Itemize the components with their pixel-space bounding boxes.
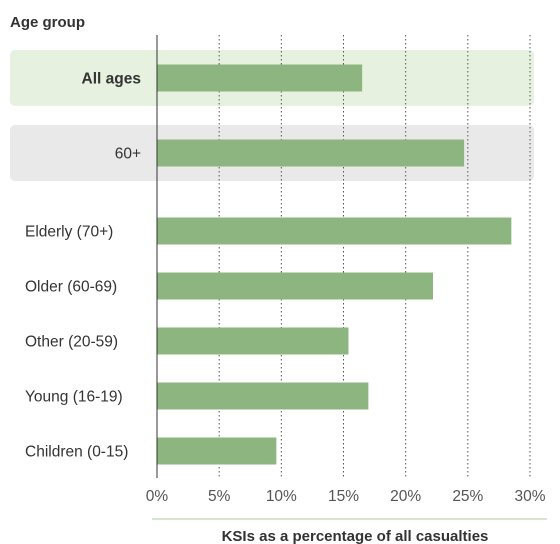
category-label: Young (16-19) <box>25 389 123 406</box>
x-tick-label: 0% <box>146 488 169 505</box>
bar <box>157 272 434 300</box>
bar <box>157 382 369 410</box>
category-label: 60+ <box>115 146 141 163</box>
category-label: All ages <box>82 71 141 88</box>
category-labels: All ages 60+ Elderly (70+) Older (60-69) Oth… <box>25 71 141 461</box>
bar <box>157 437 277 465</box>
category-label: Other (20-59) <box>25 334 118 351</box>
category-label: Children (0-15) <box>25 444 128 461</box>
x-tick-labels: 0% 5% 10% 15% 20% 25% 30% <box>146 488 546 505</box>
y-axis-title: Age group <box>10 14 85 31</box>
bar <box>157 64 363 92</box>
bars <box>157 64 512 465</box>
bar <box>157 327 349 355</box>
x-tick-label: 20% <box>390 488 421 505</box>
x-tick-label: 10% <box>266 488 297 505</box>
category-label: Elderly (70+) <box>25 224 113 241</box>
x-tick-label: 25% <box>452 488 483 505</box>
x-axis-title: KSIs as a percentage of all casualties <box>222 528 489 544</box>
bar <box>157 139 465 167</box>
x-tick-label: 30% <box>514 488 545 505</box>
x-tick-label: 15% <box>328 488 359 505</box>
bar <box>157 217 512 245</box>
x-tick-label: 5% <box>208 488 231 505</box>
category-label: Older (60-69) <box>25 279 117 296</box>
